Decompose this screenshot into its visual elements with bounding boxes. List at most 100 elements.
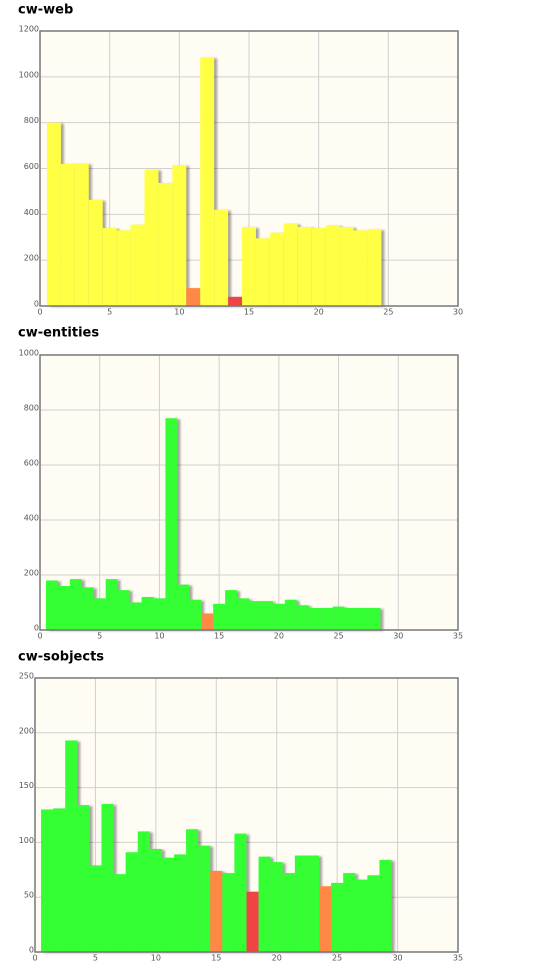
y-tick-label: 200 [24,254,39,263]
bar [234,833,247,952]
y-tick-label: 50 [24,891,34,900]
y-tick-label: 1000 [19,70,39,79]
bar [325,225,340,306]
x-tick-label: 20 [274,632,284,641]
bar [198,845,211,952]
bar [225,590,238,630]
bar [141,597,154,630]
bar [69,579,82,630]
bar [284,599,297,630]
bar [255,238,270,306]
bar [356,608,369,630]
bar [189,599,202,630]
bar [270,862,283,952]
x-tick-label: 10 [174,308,184,317]
bar [129,602,142,630]
x-tick-label: 5 [93,954,98,963]
bar [102,228,117,306]
y-tick-label: 0 [34,624,39,633]
bar [113,874,126,952]
bar [201,613,214,630]
bar [77,805,90,952]
bar [297,226,312,306]
bar [237,598,249,630]
y-tick-label: 250 [19,672,34,681]
bar [177,584,190,630]
bar [242,226,256,306]
x-tick-label: 30 [392,954,402,963]
bar [88,199,103,306]
y-tick-label: 100 [19,836,34,845]
x-tick-label: 10 [151,954,161,963]
bar [368,608,381,630]
x-tick-label: 35 [453,954,463,963]
bar [353,230,368,306]
bar [294,855,307,952]
x-tick-label: 5 [97,632,102,641]
bar [101,804,114,952]
x-tick-label: 20 [314,308,324,317]
chart-panel: cw-sobjects 0 50 100 150 200 250 0 5 10 15 20 25 30 35 [18,650,463,963]
bar [130,224,145,306]
bar [308,608,321,630]
bar [60,163,75,306]
x-tick-label: 15 [214,632,224,641]
bar [249,601,261,630]
bar [137,831,150,952]
plot-frame [39,354,459,631]
y-tick-label: 200 [19,726,34,735]
y-tick-label: 400 [24,208,39,217]
bar [173,854,187,952]
bar [165,418,178,630]
bar [53,808,66,952]
bar [117,590,130,630]
bar [332,606,345,630]
bar [186,829,199,952]
bar [125,852,138,952]
bar [144,169,159,306]
x-tick-label: 30 [453,308,463,317]
bar [41,809,54,952]
x-tick-label: 25 [333,632,343,641]
bar [93,598,106,630]
x-tick-label: 15 [211,954,221,963]
chart-title: cw-sobjects [18,650,104,665]
bar [200,57,215,306]
y-tick-label: 1200 [19,25,39,34]
bar [258,856,271,952]
y-tick-label: 0 [34,300,39,309]
bar [149,848,162,952]
bar [343,873,356,952]
bar [339,226,354,306]
x-tick-label: 25 [383,308,393,317]
bar [210,870,223,952]
bar [153,598,166,630]
x-tick-label: 0 [37,632,42,641]
y-tick-label: 600 [24,162,39,171]
x-tick-label: 35 [453,632,463,641]
bar [186,288,201,306]
x-tick-label: 0 [37,308,42,317]
y-tick-label: 800 [24,116,39,125]
x-tick-label: 20 [272,954,282,963]
bar [158,182,173,306]
bar [161,857,174,952]
chart-panel: cw-entities 0 200 400 600 800 1000 0 5 10 15 20 25 30… [18,326,463,641]
chart-title: cw-web [18,3,73,18]
y-tick-label: 400 [24,514,39,523]
bar [367,875,380,952]
bar [172,165,187,306]
bar [46,122,61,307]
y-tick-label: 150 [19,781,34,790]
y-tick-label: 800 [24,404,39,413]
bar [296,605,309,630]
bar [260,601,273,630]
bar [320,608,333,630]
bar [81,587,94,630]
plot-frame [34,677,459,953]
bar [89,865,102,952]
x-tick-label: 30 [393,632,403,641]
y-tick-label: 0 [29,946,34,955]
bar [105,579,118,630]
